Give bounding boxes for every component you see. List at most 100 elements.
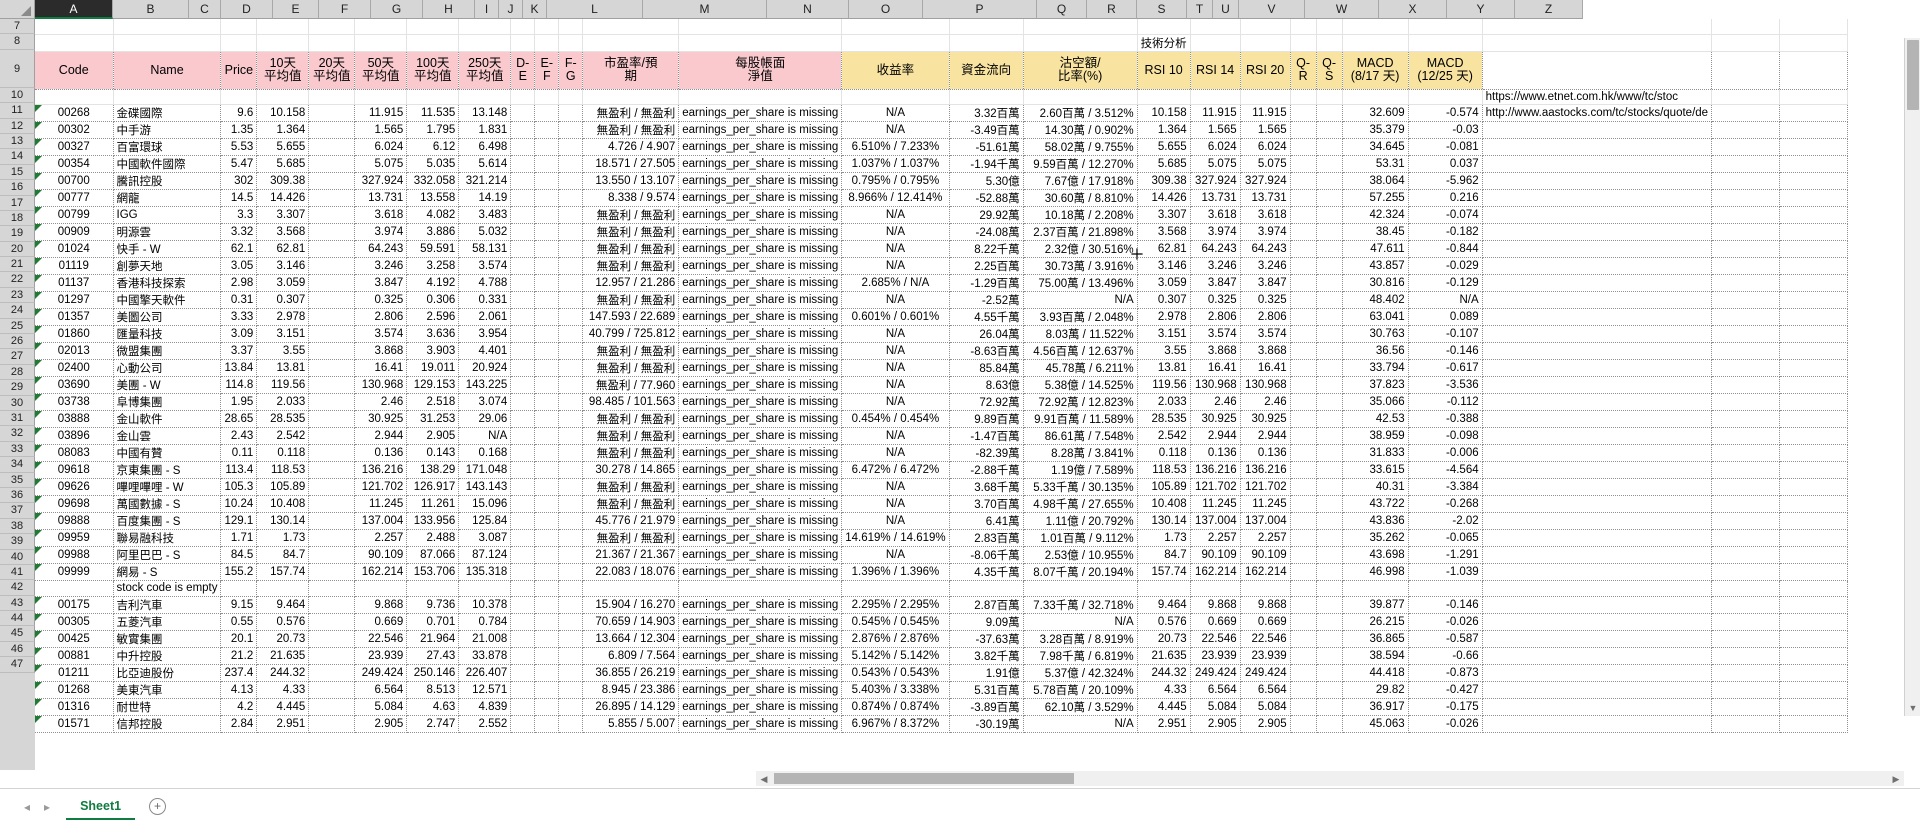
cell-moneyflow[interactable]: -37.63萬 [949, 630, 1024, 648]
cell-ma250[interactable]: 13.148 [458, 104, 512, 123]
cell-ma50[interactable]: 13.731 [354, 189, 408, 208]
cell-macd1225[interactable]: -0.029 [1408, 257, 1483, 276]
cell-name[interactable]: 中升控股 [113, 647, 222, 665]
cell-macd1225[interactable]: N/A [1408, 291, 1483, 310]
cell-pe[interactable]: 147.593 / 22.689 [582, 308, 680, 327]
cell-pe[interactable]: 6.809 / 7.564 [582, 647, 680, 665]
cell-qs[interactable] [1316, 359, 1343, 378]
cell-rsi10[interactable]: 2.951 [1137, 715, 1191, 733]
cell-name[interactable]: 美圖公司 [113, 308, 222, 327]
cell-Q[interactable] [1137, 89, 1191, 106]
cell-V[interactable] [1342, 19, 1409, 35]
cell-fg[interactable] [558, 206, 584, 225]
cell-rsi20[interactable]: 130.968 [1240, 376, 1291, 395]
cell-R[interactable] [1190, 89, 1241, 106]
cell-bvps[interactable]: earnings_per_share is missing [678, 342, 843, 361]
column-header-f[interactable]: F [319, 0, 371, 19]
cell-ma20[interactable] [308, 664, 356, 682]
cell-macd817[interactable]: 43.857 [1342, 257, 1409, 276]
cell-rsi20[interactable]: 30.925 [1240, 410, 1291, 429]
cell-ma250[interactable]: 5.032 [458, 223, 512, 242]
cell-Y38[interactable] [1711, 563, 1781, 582]
cell-bvps[interactable]: earnings_per_share is missing [678, 240, 843, 259]
cell-price[interactable]: 21.2 [220, 647, 258, 665]
cell-moneyflow[interactable]: 1.91億 [949, 664, 1024, 682]
cell-ef[interactable] [534, 461, 560, 480]
cell-yield[interactable]: N/A [841, 478, 950, 497]
cell-pe[interactable]: 無盈利 / 無盈利 [582, 240, 680, 259]
link-etnet[interactable]: https://www.etnet.com.hk/www/tc/stoc [1482, 89, 1713, 106]
cell-qr[interactable] [1290, 461, 1317, 480]
cell-code[interactable]: 02400 [35, 359, 114, 378]
cell-ma10[interactable]: 1.364 [256, 121, 310, 140]
cell-qs[interactable] [1316, 444, 1343, 463]
cell-rsi10[interactable]: 62.81 [1137, 240, 1191, 259]
cell-L[interactable] [582, 89, 680, 106]
cell-rsi14[interactable]: 2.806 [1190, 308, 1241, 327]
cell-rsi14[interactable]: 3.974 [1190, 223, 1241, 242]
cell-ma20[interactable] [308, 359, 356, 378]
cell-de[interactable] [510, 410, 536, 429]
cell-moneyflow[interactable]: -2.88千萬 [949, 461, 1024, 480]
cell-moneyflow[interactable]: 2.87百萬 [949, 596, 1024, 614]
cell-shortsell[interactable]: 1.11億 / 20.792% [1023, 512, 1138, 531]
cell-qr[interactable] [1290, 138, 1317, 157]
cell-pe[interactable]: 8.338 / 9.574 [582, 189, 680, 208]
cell-ma100[interactable]: 9.736 [406, 596, 460, 614]
cell-Z41[interactable] [1779, 613, 1849, 631]
cell-ma20[interactable] [308, 308, 356, 327]
cell-ma10[interactable]: 14.426 [256, 189, 310, 208]
cell-pe[interactable]: 26.895 / 14.129 [582, 698, 680, 716]
select-all-corner[interactable] [0, 0, 35, 19]
cell-rsi20[interactable]: 3.974 [1240, 223, 1291, 242]
row-header-47[interactable]: 47 [0, 657, 35, 673]
cell-ma100[interactable]: 4.082 [406, 206, 460, 225]
cell-rsi10[interactable]: 119.56 [1137, 376, 1191, 395]
cell-ma50[interactable]: 11.245 [354, 495, 408, 514]
cell-ef[interactable] [534, 444, 560, 463]
cell-Z45[interactable] [1779, 681, 1849, 699]
cell-price[interactable]: 1.95 [220, 393, 258, 412]
cell-Y29[interactable] [1711, 410, 1781, 429]
cell-Z25[interactable] [1779, 342, 1849, 361]
cell-qr[interactable] [1290, 427, 1317, 446]
cell-bvps[interactable]: earnings_per_share is missing [678, 613, 843, 631]
cell-ma20[interactable] [308, 121, 356, 140]
cell-code[interactable]: 00799 [35, 206, 114, 225]
cell-ma50[interactable]: 2.905 [354, 715, 408, 733]
cell-macd1225[interactable]: -0.03 [1408, 121, 1483, 140]
cell-price[interactable]: 3.05 [220, 257, 258, 276]
cell-ef[interactable] [534, 681, 560, 699]
cell-shortsell[interactable]: 10.18萬 / 2.208% [1023, 206, 1138, 225]
cell-W39[interactable] [1408, 580, 1483, 597]
cell-qs[interactable] [1316, 495, 1343, 514]
cell-macd817[interactable]: 40.31 [1342, 478, 1409, 497]
cell-ma100[interactable]: 138.29 [406, 461, 460, 480]
cell-X21[interactable] [1482, 274, 1713, 293]
cell-ma20[interactable] [308, 138, 356, 157]
cell-rsi10[interactable]: 84.7 [1137, 546, 1191, 565]
cell-qs[interactable] [1316, 563, 1343, 582]
cell-price[interactable]: 28.65 [220, 410, 258, 429]
cell-ma10[interactable]: 5.685 [256, 155, 310, 174]
cell-de[interactable] [510, 308, 536, 327]
cell-macd1225[interactable]: -0.617 [1408, 359, 1483, 378]
cell-Y34[interactable] [1711, 495, 1781, 514]
cell-M[interactable] [678, 34, 843, 52]
cell-fg[interactable] [558, 529, 584, 548]
cell-Y[interactable] [1711, 34, 1781, 52]
cell-T39[interactable] [1290, 580, 1317, 597]
cell-V[interactable] [1342, 89, 1409, 106]
cell-shortsell[interactable]: 30.73萬 / 3.916% [1023, 257, 1138, 276]
cell-ef[interactable] [534, 274, 560, 293]
cell-qr[interactable] [1290, 121, 1317, 140]
cell-name[interactable]: 信邦控股 [113, 715, 222, 733]
cell-de[interactable] [510, 427, 536, 446]
cell-macd817[interactable]: 36.917 [1342, 698, 1409, 716]
cell-Q39[interactable] [1137, 580, 1191, 597]
cell-U[interactable] [1316, 89, 1343, 106]
cell-ma10[interactable]: 105.89 [256, 478, 310, 497]
cell-yield[interactable]: 0.874% / 0.874% [841, 698, 950, 716]
cell-fg[interactable] [558, 172, 584, 191]
cell-price[interactable]: 105.3 [220, 478, 258, 497]
